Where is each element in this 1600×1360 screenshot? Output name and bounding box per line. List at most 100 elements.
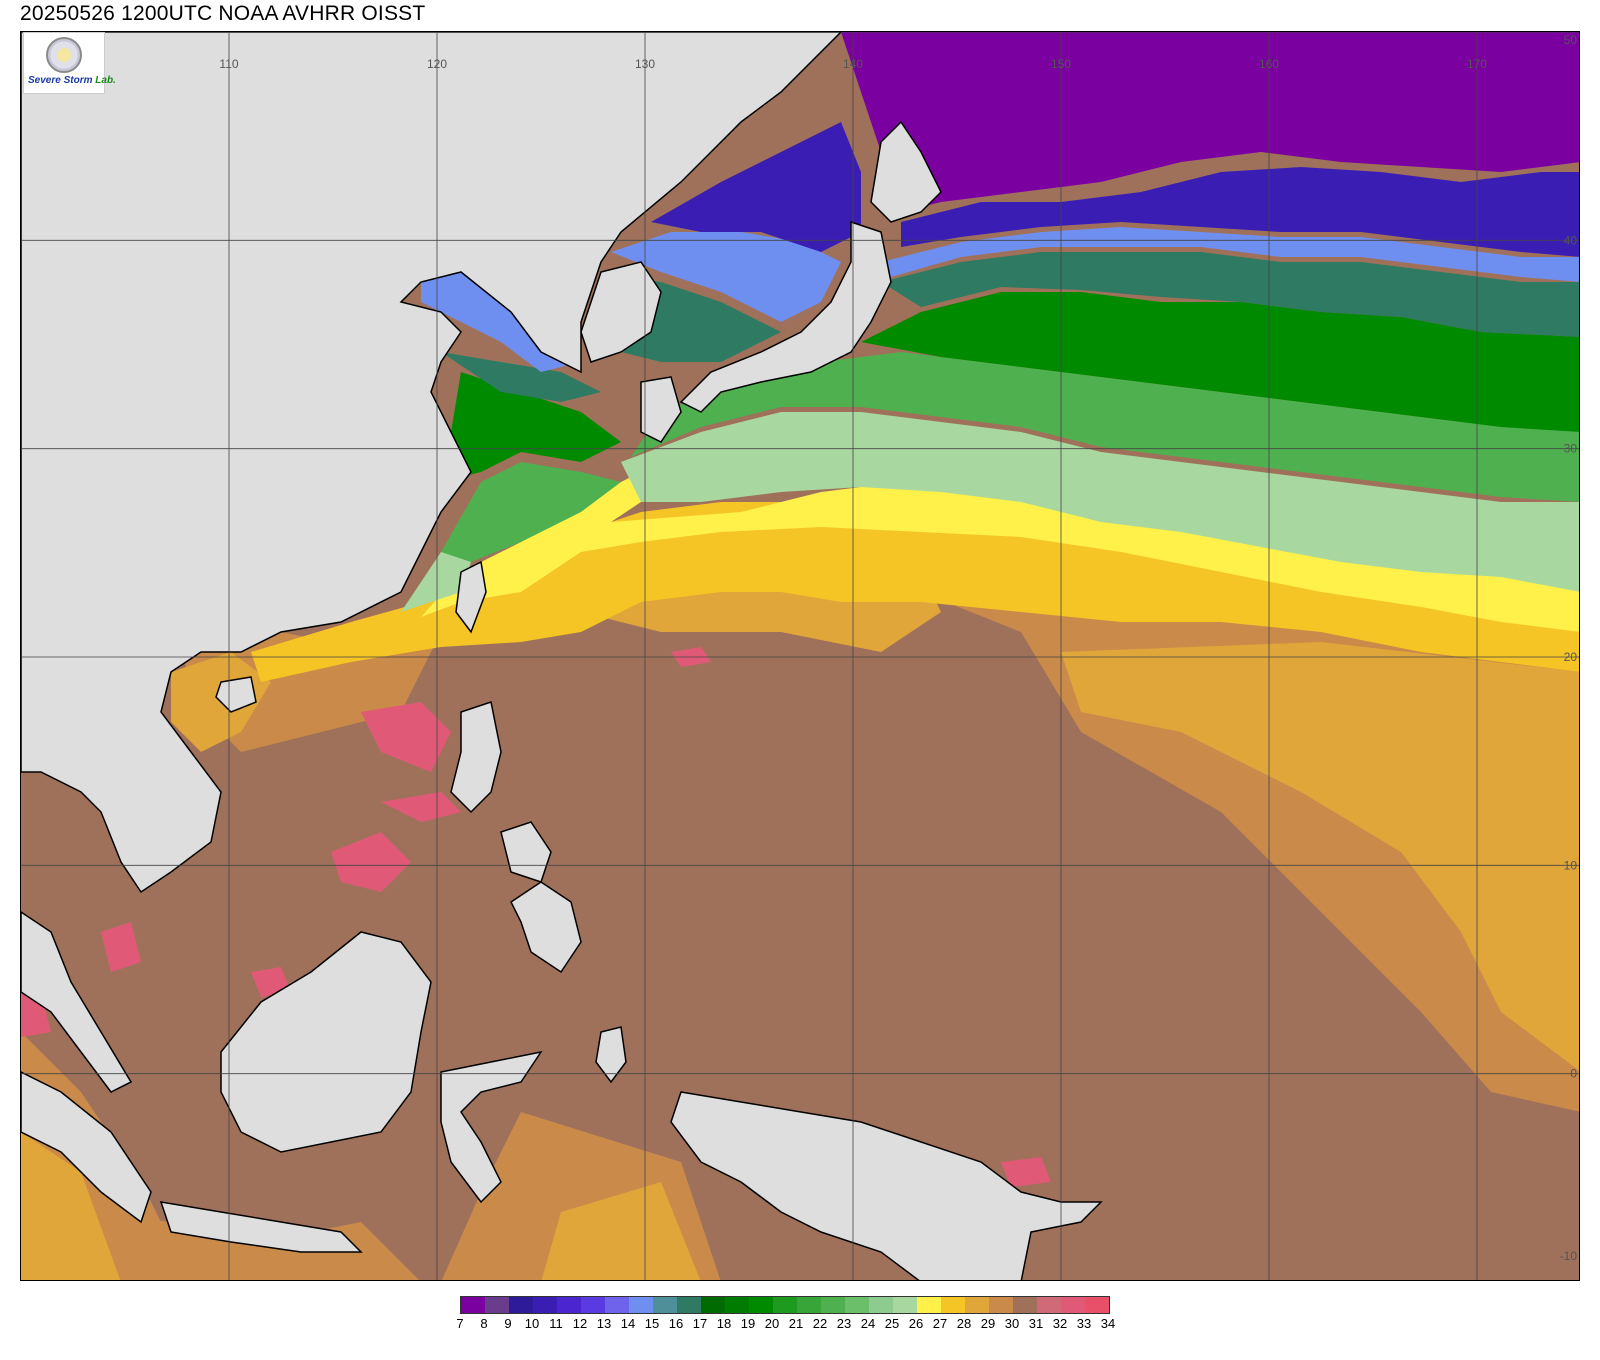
colorbar-tick-label: 19: [740, 1316, 756, 1331]
land-borneo: [220, 931, 432, 1153]
colorbar-tick-label: 30: [1004, 1316, 1020, 1331]
colorbar-cell: [869, 1297, 893, 1313]
colorbar-cell: [749, 1297, 773, 1313]
sst-band-10: [491, 122, 1579, 332]
sst-band-7: [841, 32, 1579, 212]
sst-band-26: [421, 472, 1579, 632]
colorbar-cell: [581, 1297, 605, 1313]
map-title: 20250526 1200UTC NOAA AVHRR OISST: [20, 2, 426, 25]
sst-band-22: [441, 352, 1579, 562]
land: [21, 32, 1103, 1280]
latitude-tick-label: 20: [1564, 650, 1578, 664]
colorbar-tick-label: 9: [504, 1316, 512, 1331]
longitude-tick-label: 170: [1467, 57, 1487, 71]
colorbar-cell: [509, 1297, 533, 1313]
sst-band-28: [21, 532, 1579, 1280]
colorbar-cell: [1061, 1297, 1085, 1313]
colorbar-cell: [701, 1297, 725, 1313]
latitude-tick-label: 0: [1570, 1067, 1577, 1081]
colorbar-tick-label: 7: [456, 1316, 464, 1331]
colorbar-cell: [845, 1297, 869, 1313]
colorbar-tick-label: 34: [1100, 1316, 1116, 1331]
sst-band-14: [421, 227, 1579, 372]
colorbar-tick-label: 25: [884, 1316, 900, 1331]
colorbar-tick-label: 18: [716, 1316, 732, 1331]
land-korea: [580, 261, 662, 363]
colorbar-cell: [485, 1297, 509, 1313]
sst-band-19: [441, 292, 1579, 482]
colorbar-cell: [941, 1297, 965, 1313]
colorbar: [460, 1296, 1110, 1314]
colorbar-cell: [989, 1297, 1013, 1313]
land-japan-hokkaido: [870, 120, 942, 223]
colorbar-tick-label: 28: [956, 1316, 972, 1331]
colorbar-tick-label: 12: [572, 1316, 588, 1331]
land-hainan: [215, 676, 257, 713]
colorbar-tick-label: 22: [812, 1316, 828, 1331]
colorbar-tick-label: 33: [1076, 1316, 1092, 1331]
colorbar-cell: [917, 1297, 941, 1313]
sst-map[interactable]: 110 120 130 140 150 160 170 50 40 30 20 10 0 -10: [21, 32, 1580, 1281]
longitude-tick-label: 120: [427, 57, 447, 71]
longitude-tick-label: 150: [1051, 57, 1071, 71]
latitude-tick-label: 10: [1564, 858, 1578, 872]
colorbar-tick-label: 13: [596, 1316, 612, 1331]
colorbar-cell: [1013, 1297, 1037, 1313]
land-sumatra: [21, 1071, 152, 1224]
severe-storm-lab-logo: Severe Storm Lab.: [23, 32, 116, 94]
colorbar-tick-label: 17: [692, 1316, 708, 1331]
latitude-tick-label: 50: [1564, 33, 1578, 47]
colorbar-cell: [1037, 1297, 1061, 1313]
land-sulawesi: [440, 1050, 543, 1204]
colorbar-cell: [461, 1297, 485, 1313]
land-mindanao: [510, 881, 582, 974]
colorbar-tick-label: 11: [549, 1316, 563, 1331]
colorbar-cell: [629, 1297, 653, 1313]
colorbar-tick-label: 23: [836, 1316, 852, 1331]
colorbar-tick-label: 29: [980, 1316, 996, 1331]
colorbar-cell: [821, 1297, 845, 1313]
colorbar-cell: [1085, 1297, 1109, 1313]
longitude-tick-label: 160: [1259, 57, 1279, 71]
colorbar-tick-label: 8: [480, 1316, 488, 1331]
land-new-guinea: [670, 1091, 1103, 1280]
logo-text: Severe Storm Lab.: [28, 75, 116, 86]
colorbar-tick-label: 32: [1052, 1316, 1068, 1331]
sst-band-16: [441, 252, 1579, 402]
colorbar-cell: [653, 1297, 677, 1313]
colorbar-cell: [677, 1297, 701, 1313]
land-kyushu: [640, 376, 682, 443]
land-japan-honshu: [679, 220, 892, 413]
land-malay-peninsula: [21, 911, 133, 1093]
colorbar-tick-label: 16: [668, 1316, 684, 1331]
latitude-tick-label: 30: [1564, 442, 1578, 456]
colorbar-tick-label: 27: [932, 1316, 948, 1331]
colorbar-tick-label: 10: [524, 1316, 540, 1331]
land-halmahera: [595, 1026, 627, 1084]
longitude-tick-label: 130: [635, 57, 655, 71]
colorbar-tick-label: 26: [908, 1316, 924, 1331]
colorbar-cell: [605, 1297, 629, 1313]
land-asia-mainland: [21, 32, 843, 894]
land-java: [159, 1201, 363, 1253]
longitude-labels: 110 120 130 140 150 160 170: [219, 57, 1487, 71]
colorbar-cell: [773, 1297, 797, 1313]
longitude-tick-label: 110: [219, 57, 238, 71]
seal-icon: [46, 37, 82, 73]
land-luzon: [450, 701, 502, 814]
colorbar-tick-label: 20: [764, 1316, 780, 1331]
map-frame[interactable]: 110 120 130 140 150 160 170 50 40 30 20 10 0 -10: [20, 31, 1580, 1281]
colorbar-tick-label: 31: [1028, 1316, 1044, 1331]
graticule: [21, 32, 1579, 1280]
sst-band-25: [401, 412, 1579, 612]
latitude-tick-label: -10: [1560, 1249, 1578, 1263]
colorbar-tick-label: 21: [788, 1316, 804, 1331]
colorbar-cell: [965, 1297, 989, 1313]
colorbar-tick-label: 14: [620, 1316, 636, 1331]
longitude-tick-label: 140: [843, 57, 863, 71]
colorbar-cell: [893, 1297, 917, 1313]
sst-band-29: [21, 592, 1579, 1280]
colorbar-cell: [725, 1297, 749, 1313]
colorbar-cell: [533, 1297, 557, 1313]
land-taiwan: [455, 560, 487, 634]
